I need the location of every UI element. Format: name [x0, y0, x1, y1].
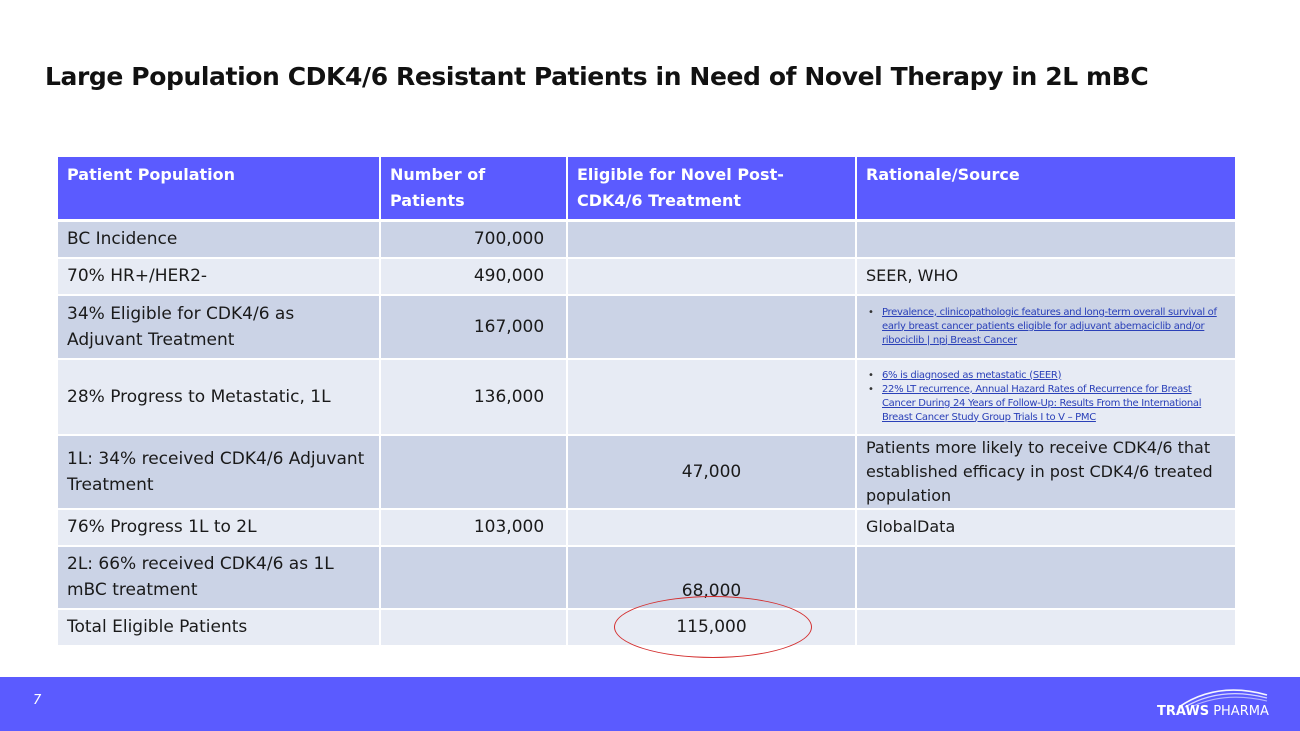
cell-number: 490,000 [380, 257, 568, 296]
cell-number [380, 608, 568, 647]
highlight-circle [614, 596, 812, 658]
cell-population: 34% Eligible for CDK4/6 as Adjuvant Trea… [58, 294, 381, 360]
slide-title: Large Population CDK4/6 Resistant Patien… [45, 62, 1149, 91]
cell-population: 76% Progress 1L to 2L [58, 508, 381, 547]
table-row: 34% Eligible for CDK4/6 as Adjuvant Trea… [58, 294, 1237, 360]
header-rationale-source: Rationale/Source [856, 157, 1237, 222]
cell-number [380, 434, 568, 510]
cell-source [856, 545, 1237, 610]
table-row: 70% HR+/HER2- 490,000 SEER, WHO [58, 257, 1237, 296]
cell-source: SEER, WHO [856, 257, 1237, 296]
header-patient-population: Patient Population [58, 157, 381, 222]
reference-link[interactable]: 22% LT recurrence, Annual Hazard Rates o… [868, 383, 1226, 425]
cell-population: BC Incidence [58, 220, 381, 259]
reference-link[interactable]: 6% is diagnosed as metastatic (SEER) [868, 369, 1226, 383]
table-row: 76% Progress 1L to 2L 103,000 GlobalData [58, 508, 1237, 547]
logo-text-regular: PHARMA [1209, 704, 1269, 719]
cell-population: Total Eligible Patients [58, 608, 381, 647]
table-header-row: Patient Population Number of Patients El… [58, 157, 1237, 222]
cell-number: 167,000 [380, 294, 568, 360]
page-number: 7 [33, 693, 42, 708]
cell-number: 136,000 [380, 358, 568, 436]
table-row: BC Incidence 700,000 [58, 220, 1237, 259]
cell-eligible: 47,000 [567, 434, 857, 510]
table-row: 1L: 34% received CDK4/6 Adjuvant Treatme… [58, 434, 1237, 510]
header-number-of-patients: Number of Patients [380, 157, 568, 222]
cell-number [380, 545, 568, 610]
cell-source-refs: 6% is diagnosed as metastatic (SEER) 22%… [856, 358, 1237, 436]
patient-population-table: Patient Population Number of Patients El… [58, 157, 1237, 647]
logo-swoosh-icon [1178, 689, 1268, 708]
cell-source: GlobalData [856, 508, 1237, 547]
cell-number: 103,000 [380, 508, 568, 547]
cell-eligible [567, 358, 857, 436]
traws-pharma-logo: TRAWS PHARMA [1157, 683, 1272, 725]
cell-population: 70% HR+/HER2- [58, 257, 381, 296]
cell-source-refs: Prevalence, clinicopathologic features a… [856, 294, 1237, 360]
cell-number: 700,000 [380, 220, 568, 259]
cell-source [856, 608, 1237, 647]
cell-source [856, 220, 1237, 259]
table-row: 2L: 66% received CDK4/6 as 1L mBC treatm… [58, 545, 1237, 610]
cell-eligible [567, 294, 857, 360]
cell-eligible [567, 257, 857, 296]
cell-source: Patients more likely to receive CDK4/6 t… [856, 434, 1237, 510]
logo-text: TRAWS PHARMA [1157, 704, 1269, 719]
cell-eligible [567, 220, 857, 259]
cell-population: 1L: 34% received CDK4/6 Adjuvant Treatme… [58, 434, 381, 510]
logo-text-bold: TRAWS [1157, 704, 1210, 719]
cell-population: 2L: 66% received CDK4/6 as 1L mBC treatm… [58, 545, 381, 610]
cell-population: 28% Progress to Metastatic, 1L [58, 358, 381, 436]
header-eligible-post-cdk46: Eligible for Novel Post-CDK4/6 Treatment [567, 157, 857, 222]
reference-link[interactable]: Prevalence, clinicopathologic features a… [868, 306, 1226, 348]
cell-eligible [567, 508, 857, 547]
table-row: 28% Progress to Metastatic, 1L 136,000 6… [58, 358, 1237, 436]
footer-bar: 7 TRAWS PHARMA [0, 677, 1300, 731]
